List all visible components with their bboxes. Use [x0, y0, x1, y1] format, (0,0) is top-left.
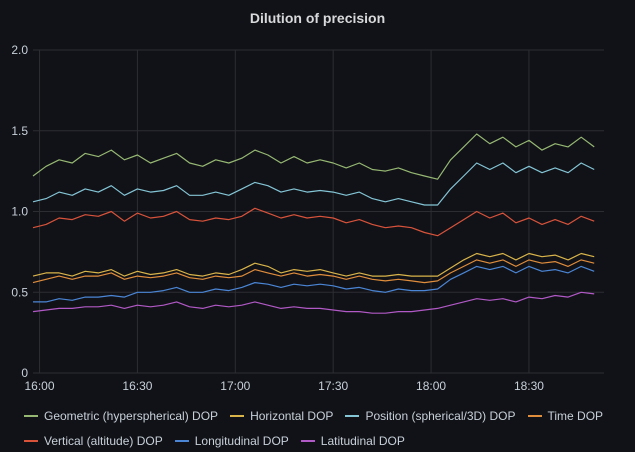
legend-item[interactable]: Longitudinal DOP — [174, 430, 289, 452]
x-tick-label: 18:00 — [416, 379, 446, 393]
y-tick-label: 1.5 — [11, 124, 28, 138]
x-tick-label: 18:30 — [514, 379, 544, 393]
legend-swatch — [174, 440, 189, 442]
legend-swatch — [527, 415, 542, 417]
x-tick-label: 17:30 — [318, 379, 348, 393]
x-tick-label: 16:30 — [122, 379, 152, 393]
legend-label: Longitudinal DOP — [194, 434, 289, 448]
legend-label: Time DOP — [547, 409, 604, 423]
legend-item[interactable]: Time DOP — [527, 405, 604, 427]
legend-item[interactable]: Geometric (hyperspherical) DOP — [24, 405, 218, 427]
panel-title: Dilution of precision — [249, 10, 386, 26]
series-line — [32, 291, 595, 314]
legend-label: Geometric (hyperspherical) DOP — [44, 409, 219, 423]
legend: Geometric (hyperspherical) DOP Horizontal… — [24, 402, 624, 452]
legend-label: Vertical (altitude) DOP — [44, 434, 163, 448]
series-line — [32, 252, 595, 277]
y-tick-label: 0.5 — [11, 285, 28, 299]
legend-item[interactable]: Vertical (altitude) DOP — [24, 430, 163, 452]
x-tick-label: 17:00 — [220, 379, 250, 393]
y-tick-label: 0 — [21, 366, 28, 380]
y-tick-label: 2.0 — [11, 43, 28, 57]
legend-label: Position (spherical/3D) DOP — [365, 409, 516, 423]
legend-label: Horizontal DOP — [250, 409, 334, 423]
legend-swatch — [230, 415, 245, 417]
series-line — [32, 133, 595, 180]
series-line — [33, 265, 595, 303]
legend-item[interactable]: Latitudinal DOP — [300, 430, 405, 452]
legend-item[interactable]: Horizontal DOP — [230, 405, 333, 427]
line-chart: 0 0.5 1.0 1.5 2.0 16:00 16:30 17:00 17:30 18:00 18… — [11, 43, 604, 393]
series-line — [32, 162, 595, 206]
legend-item[interactable]: Position (spherical/3D) DOP — [345, 405, 516, 427]
series-line — [32, 259, 595, 284]
legend-swatch — [345, 415, 360, 417]
legend-swatch — [24, 440, 38, 442]
y-tick-label: 1.0 — [11, 205, 28, 219]
legend-swatch — [24, 415, 38, 417]
x-tick-label: 16:00 — [25, 379, 55, 393]
series-line — [32, 207, 595, 237]
legend-label: Latitudinal DOP — [320, 434, 405, 448]
legend-swatch — [300, 440, 315, 442]
